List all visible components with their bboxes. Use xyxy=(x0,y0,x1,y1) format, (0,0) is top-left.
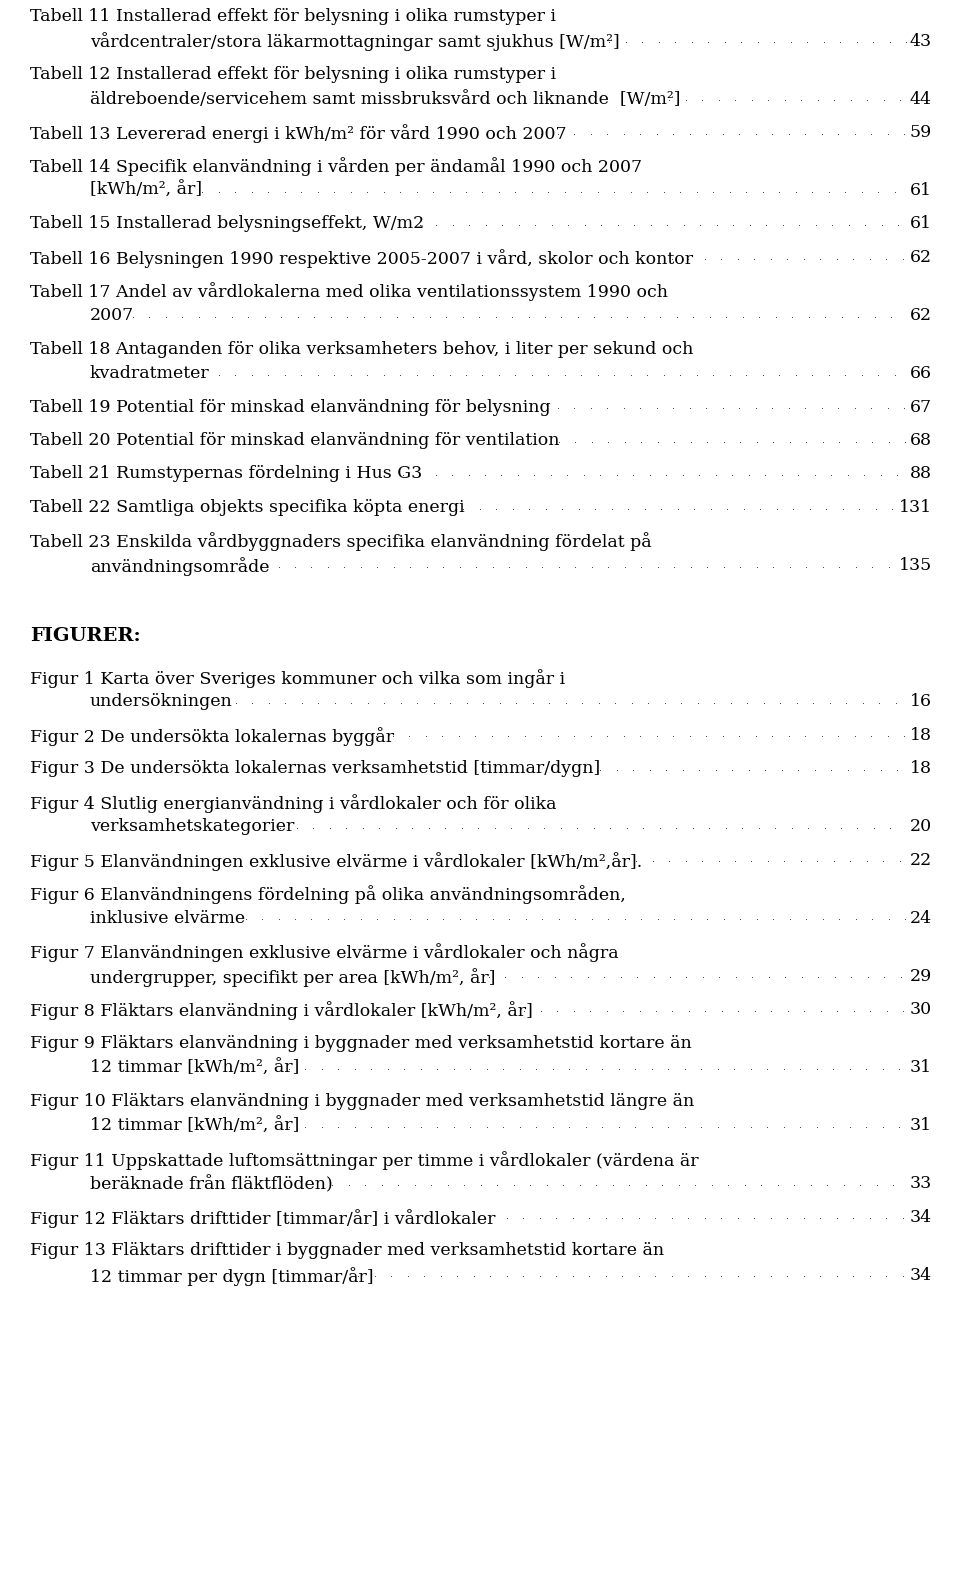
Text: 61: 61 xyxy=(910,215,932,232)
Text: 12 timmar per dygn [timmar/år]: 12 timmar per dygn [timmar/år] xyxy=(90,1266,373,1285)
Text: Figur 6 Elanvändningens fördelning på olika användningsområden,: Figur 6 Elanvändningens fördelning på ol… xyxy=(30,885,626,904)
Text: Figur 10 Fläktars elanvändning i byggnader med verksamhetstid längre än: Figur 10 Fläktars elanvändning i byggnad… xyxy=(30,1092,694,1110)
Text: Tabell 14 Specifik elanvändning i vården per ändamål 1990 och 2007: Tabell 14 Specifik elanvändning i vården… xyxy=(30,158,642,177)
Text: 33: 33 xyxy=(910,1175,932,1192)
Text: 22: 22 xyxy=(910,852,932,870)
Text: 16: 16 xyxy=(910,694,932,710)
Text: 12 timmar [kWh/m², år]: 12 timmar [kWh/m², år] xyxy=(90,1059,300,1077)
Text: Tabell 17 Andel av vårdlokalerna med olika ventilationssystem 1990 och: Tabell 17 Andel av vårdlokalerna med oli… xyxy=(30,283,668,302)
Text: 34: 34 xyxy=(910,1266,932,1284)
Text: 31: 31 xyxy=(910,1059,932,1077)
Text: 88: 88 xyxy=(910,465,932,482)
Text: 44: 44 xyxy=(910,90,932,108)
Text: inklusive elvärme: inklusive elvärme xyxy=(90,911,245,926)
Text: 31: 31 xyxy=(910,1118,932,1135)
Text: 131: 131 xyxy=(899,500,932,515)
Text: FIGURER:: FIGURER: xyxy=(30,628,140,645)
Text: Figur 13 Fläktars drifttider i byggnader med verksamhetstid kortare än: Figur 13 Fläktars drifttider i byggnader… xyxy=(30,1243,664,1260)
Text: Figur 12 Fläktars drifttider [timmar/år] i vårdlokaler: Figur 12 Fläktars drifttider [timmar/år]… xyxy=(30,1209,495,1228)
Text: Figur 7 Elanvändningen exklusive elvärme i vårdlokaler och några: Figur 7 Elanvändningen exklusive elvärme… xyxy=(30,944,618,963)
Text: 62: 62 xyxy=(910,248,932,266)
Text: 18: 18 xyxy=(910,760,932,778)
Text: användningsområde: användningsområde xyxy=(90,557,270,575)
Text: [kWh/m², år]: [kWh/m², år] xyxy=(90,182,203,199)
Text: äldreboende/servicehem samt missbruksvård och liknande  [W/m²]: äldreboende/servicehem samt missbruksvår… xyxy=(90,90,681,108)
Text: Tabell 23 Enskilda vårdbyggnaders specifika elanvändning fördelat på: Tabell 23 Enskilda vårdbyggnaders specif… xyxy=(30,533,652,552)
Text: 24: 24 xyxy=(910,911,932,926)
Text: undersökningen: undersökningen xyxy=(90,694,232,710)
Text: Tabell 21 Rumstypernas fördelning i Hus G3: Tabell 21 Rumstypernas fördelning i Hus … xyxy=(30,465,422,482)
Text: Figur 9 Fläktars elanvändning i byggnader med verksamhetstid kortare än: Figur 9 Fläktars elanvändning i byggnade… xyxy=(30,1036,692,1051)
Text: undergrupper, specifikt per area [kWh/m², år]: undergrupper, specifikt per area [kWh/m²… xyxy=(90,968,495,987)
Text: 29: 29 xyxy=(910,968,932,985)
Text: Tabell 19 Potential för minskad elanvändning för belysning: Tabell 19 Potential för minskad elanvänd… xyxy=(30,398,551,416)
Text: Tabell 15 Installerad belysningseffekt, W/m2: Tabell 15 Installerad belysningseffekt, … xyxy=(30,215,424,232)
Text: beräknade från fläktflöden): beräknade från fläktflöden) xyxy=(90,1175,333,1194)
Text: 43: 43 xyxy=(910,33,932,49)
Text: 67: 67 xyxy=(910,398,932,416)
Text: 12 timmar [kWh/m², år]: 12 timmar [kWh/m², år] xyxy=(90,1118,300,1135)
Text: 66: 66 xyxy=(910,365,932,383)
Text: Figur 1 Karta över Sveriges kommuner och vilka som ingår i: Figur 1 Karta över Sveriges kommuner och… xyxy=(30,669,565,688)
Text: kvadratmeter: kvadratmeter xyxy=(90,365,209,383)
Text: 20: 20 xyxy=(910,819,932,835)
Text: Figur 3 De undersökta lokalernas verksamhetstid [timmar/dygn]: Figur 3 De undersökta lokalernas verksam… xyxy=(30,760,600,778)
Text: 61: 61 xyxy=(910,182,932,199)
Text: verksamhetskategorier: verksamhetskategorier xyxy=(90,819,295,835)
Text: 34: 34 xyxy=(910,1209,932,1225)
Text: 30: 30 xyxy=(910,1001,932,1018)
Text: Figur 4 Slutlig energianvändning i vårdlokaler och för olika: Figur 4 Slutlig energianvändning i vårdl… xyxy=(30,794,557,813)
Text: 2007: 2007 xyxy=(90,307,134,324)
Text: Tabell 22 Samtliga objekts specifika köpta energi: Tabell 22 Samtliga objekts specifika köp… xyxy=(30,500,465,515)
Text: Figur 8 Fläktars elanvändning i vårdlokaler [kWh/m², år]: Figur 8 Fläktars elanvändning i vårdloka… xyxy=(30,1001,533,1020)
Text: Figur 2 De undersökta lokalernas byggår: Figur 2 De undersökta lokalernas byggår xyxy=(30,727,395,746)
Text: 62: 62 xyxy=(910,307,932,324)
Text: Tabell 16 Belysningen 1990 respektive 2005-2007 i vård, skolor och kontor: Tabell 16 Belysningen 1990 respektive 20… xyxy=(30,248,693,267)
Text: Tabell 13 Levererad energi i kWh/m² för vård 1990 och 2007: Tabell 13 Levererad energi i kWh/m² för … xyxy=(30,123,566,142)
Text: Tabell 20 Potential för minskad elanvändning för ventilation: Tabell 20 Potential för minskad elanvänd… xyxy=(30,432,560,449)
Text: Tabell 11 Installerad effekt för belysning i olika rumstyper i: Tabell 11 Installerad effekt för belysni… xyxy=(30,8,556,25)
Text: Tabell 12 Installerad effekt för belysning i olika rumstyper i: Tabell 12 Installerad effekt för belysni… xyxy=(30,66,556,82)
Text: 59: 59 xyxy=(910,123,932,141)
Text: 68: 68 xyxy=(910,432,932,449)
Text: 135: 135 xyxy=(899,557,932,574)
Text: 18: 18 xyxy=(910,727,932,745)
Text: vårdcentraler/stora läkarmottagningar samt sjukhus [W/m²]: vårdcentraler/stora läkarmottagningar sa… xyxy=(90,33,620,52)
Text: Figur 11 Uppskattade luftomsättningar per timme i vårdlokaler (värdena är: Figur 11 Uppskattade luftomsättningar pe… xyxy=(30,1151,699,1170)
Text: Tabell 18 Antaganden för olika verksamheters behov, i liter per sekund och: Tabell 18 Antaganden för olika verksamhe… xyxy=(30,340,693,357)
Text: Figur 5 Elanvändningen exklusive elvärme i vårdlokaler [kWh/m²,år].: Figur 5 Elanvändningen exklusive elvärme… xyxy=(30,852,642,871)
